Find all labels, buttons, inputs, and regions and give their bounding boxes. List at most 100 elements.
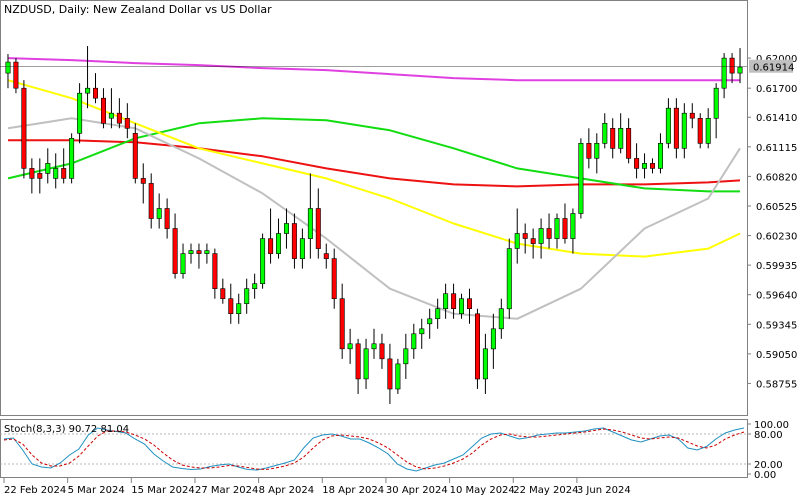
- candle: [164, 198, 170, 239]
- candle-body: [283, 223, 289, 234]
- candle-body: [641, 163, 647, 169]
- candle: [490, 313, 496, 369]
- candle: [220, 278, 226, 304]
- candle-body: [713, 87, 719, 119]
- candle: [140, 163, 146, 204]
- price-tick-label: 0.59345: [756, 320, 797, 331]
- candle: [252, 273, 258, 299]
- candle-body: [307, 208, 313, 239]
- current-price-label: 0.61914: [753, 63, 794, 74]
- candle-body: [522, 233, 528, 239]
- price-tick-label: 0.58755: [756, 379, 797, 390]
- candle: [108, 88, 114, 129]
- candle-body: [458, 298, 464, 315]
- price-tick-label: 0.60525: [756, 202, 797, 213]
- chart-title: NZDUSD, Daily: New Zealand Dollar vs US …: [4, 3, 272, 16]
- candle: [570, 208, 576, 254]
- price-tick-label: 0.59640: [756, 291, 797, 302]
- candle: [275, 218, 281, 259]
- stoch-layer: [0, 427, 747, 472]
- candle: [69, 133, 75, 184]
- candle: [554, 213, 560, 249]
- candle: [188, 243, 194, 264]
- candle-body: [323, 253, 329, 259]
- candle-body: [268, 238, 274, 254]
- candle: [586, 128, 592, 169]
- candle-body: [586, 143, 592, 159]
- candle-body: [244, 288, 250, 305]
- candle-body: [45, 163, 51, 174]
- candle-body: [29, 168, 35, 179]
- candle-body: [53, 168, 59, 179]
- candle-body: [291, 223, 297, 259]
- candle-body: [355, 343, 361, 380]
- price-tick-label: 0.61115: [756, 143, 797, 154]
- candle-body: [275, 233, 281, 254]
- candle: [13, 58, 19, 94]
- candle: [45, 148, 51, 184]
- candle: [124, 103, 130, 139]
- candle: [315, 188, 321, 259]
- price-tick-label: 0.61410: [756, 113, 797, 124]
- candle-body: [252, 283, 258, 290]
- candle: [172, 213, 178, 279]
- candle-body: [554, 218, 560, 239]
- date-tick-label: 3 Jun 2024: [577, 485, 631, 496]
- candle: [474, 308, 480, 389]
- candle-body: [347, 343, 353, 350]
- candle-body: [538, 228, 544, 244]
- candle: [737, 48, 743, 84]
- candle-body: [721, 57, 727, 89]
- candle-body: [148, 183, 154, 219]
- candle: [594, 133, 600, 174]
- candle: [228, 283, 234, 324]
- candle: [610, 118, 616, 159]
- candle: [116, 98, 122, 129]
- candle: [458, 293, 464, 319]
- candle-body: [411, 333, 417, 350]
- candle: [291, 213, 297, 269]
- candle-body: [140, 178, 146, 184]
- candle-body: [530, 238, 536, 244]
- candle: [530, 228, 536, 259]
- candle: [21, 80, 27, 179]
- candle-body: [610, 128, 616, 149]
- candle: [5, 54, 11, 89]
- candle: [196, 243, 202, 269]
- candle: [538, 218, 544, 259]
- candle-body: [85, 87, 91, 94]
- candle-body: [474, 313, 480, 380]
- candle-body: [490, 328, 496, 350]
- candle-body: [546, 228, 552, 239]
- candle-body: [5, 61, 11, 74]
- candle-body: [21, 87, 27, 169]
- candle-body: [618, 128, 624, 149]
- candle-body: [403, 348, 409, 365]
- stoch-tick-label: 80.00: [754, 430, 783, 441]
- candle-body: [649, 163, 655, 169]
- candle: [697, 113, 703, 149]
- candle: [299, 228, 305, 269]
- candle: [657, 133, 663, 174]
- candle: [244, 278, 250, 314]
- candle-body: [260, 238, 266, 285]
- candle: [403, 333, 409, 379]
- candle: [236, 293, 242, 324]
- date-tick-label: 5 Mar 2024: [68, 485, 125, 496]
- candle-body: [506, 248, 512, 310]
- candle: [435, 298, 441, 329]
- candle-body: [93, 87, 99, 99]
- candle: [522, 223, 528, 254]
- candle: [331, 248, 337, 309]
- candle-body: [69, 138, 75, 179]
- candle-layer: [5, 46, 743, 404]
- price-tick-label: 0.61700: [756, 84, 797, 95]
- candle: [721, 53, 727, 99]
- candle: [514, 208, 520, 264]
- candle: [260, 233, 266, 289]
- date-tick-label: 18 Apr 2024: [322, 485, 384, 496]
- candle: [618, 113, 624, 154]
- candle-body: [482, 348, 488, 380]
- candle: [562, 203, 568, 244]
